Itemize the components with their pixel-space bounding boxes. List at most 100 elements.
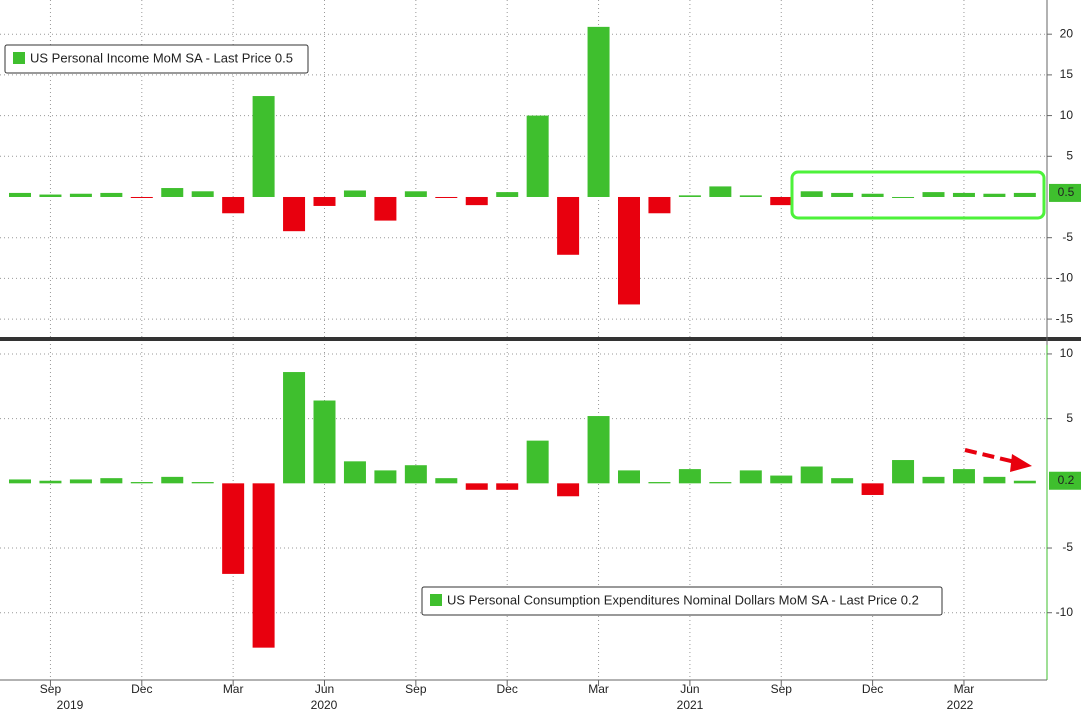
legend: US Personal Consumption Expenditures Nom… bbox=[421, 586, 943, 616]
x-tick-label: Mar bbox=[588, 682, 609, 696]
y-tick-label: -10 bbox=[1056, 271, 1074, 285]
bar bbox=[9, 192, 31, 197]
annotation-arrowhead bbox=[1010, 454, 1032, 472]
bar bbox=[861, 483, 884, 495]
bar bbox=[69, 193, 92, 197]
x-tick-label: Jun bbox=[680, 682, 699, 696]
bar bbox=[922, 192, 945, 197]
x-tick-label: Sep bbox=[40, 682, 62, 696]
bar bbox=[557, 196, 580, 255]
bar bbox=[39, 480, 62, 484]
highlight-box bbox=[790, 170, 1046, 220]
bar bbox=[222, 483, 245, 574]
bar bbox=[892, 460, 915, 484]
bar bbox=[952, 469, 975, 484]
bar bbox=[9, 479, 31, 484]
bar bbox=[922, 476, 945, 484]
legend: US Personal Income MoM SA - Last Price 0… bbox=[4, 44, 309, 74]
y-tick-label: -15 bbox=[1056, 311, 1074, 325]
last-price-label: 0.5 bbox=[1058, 185, 1075, 199]
legend-box bbox=[421, 586, 943, 616]
bar bbox=[983, 476, 1006, 484]
y-tick-label: 5 bbox=[1066, 411, 1073, 425]
y-tick-label: -10 bbox=[1056, 605, 1074, 619]
y-tick-label: 15 bbox=[1060, 67, 1074, 81]
bar bbox=[739, 470, 762, 484]
bar bbox=[69, 479, 92, 484]
bar bbox=[161, 476, 184, 484]
bar bbox=[496, 192, 519, 197]
bar bbox=[709, 482, 732, 484]
year-label: 2021 bbox=[677, 698, 704, 712]
legend-swatch bbox=[430, 594, 442, 606]
bar bbox=[678, 195, 701, 197]
x-tick-label: Mar bbox=[954, 682, 975, 696]
year-label: 2019 bbox=[57, 698, 84, 712]
bar bbox=[39, 194, 62, 197]
bar bbox=[130, 196, 153, 198]
bar bbox=[100, 192, 123, 197]
bar bbox=[465, 483, 488, 490]
bar bbox=[678, 469, 701, 484]
last-price-tag bbox=[1049, 471, 1081, 490]
year-label: 2022 bbox=[947, 698, 974, 712]
bar bbox=[130, 482, 153, 484]
last-price-tag bbox=[1049, 183, 1081, 202]
bar bbox=[587, 26, 610, 197]
bar bbox=[800, 466, 823, 484]
bar bbox=[648, 196, 671, 214]
bar bbox=[648, 482, 671, 484]
bar bbox=[526, 440, 549, 484]
bar bbox=[404, 191, 427, 197]
x-tick-label: Mar bbox=[223, 682, 244, 696]
bar bbox=[526, 115, 549, 197]
legend-swatch bbox=[13, 52, 25, 64]
bar bbox=[252, 483, 275, 648]
y-tick-label: 20 bbox=[1060, 26, 1074, 40]
bar bbox=[739, 195, 762, 197]
bar bbox=[435, 478, 458, 484]
bar bbox=[374, 196, 397, 221]
bar bbox=[465, 196, 488, 206]
bar bbox=[709, 186, 732, 197]
y-tick-label: 10 bbox=[1060, 108, 1074, 122]
bar bbox=[191, 191, 214, 197]
annotation-arrow bbox=[964, 448, 1016, 464]
bar bbox=[557, 483, 580, 497]
last-price-label: 0.2 bbox=[1058, 473, 1075, 487]
bar bbox=[831, 478, 854, 484]
y-tick-label: 10 bbox=[1060, 346, 1074, 360]
x-tick-label: Sep bbox=[405, 682, 427, 696]
bar bbox=[283, 196, 306, 232]
x-tick-label: Sep bbox=[771, 682, 793, 696]
bar bbox=[496, 483, 519, 490]
bar bbox=[952, 192, 975, 197]
x-tick-label: Jun bbox=[315, 682, 334, 696]
y-tick-label: -5 bbox=[1062, 540, 1073, 554]
bar bbox=[283, 372, 306, 484]
bar bbox=[161, 188, 184, 197]
bar bbox=[374, 470, 397, 484]
bar bbox=[587, 416, 610, 484]
bar bbox=[435, 196, 458, 198]
legend-label: US Personal Income MoM SA - Last Price 0… bbox=[30, 50, 293, 65]
year-label: 2020 bbox=[311, 698, 338, 712]
bar bbox=[618, 196, 640, 305]
bar-layer bbox=[9, 26, 1036, 648]
bar bbox=[313, 196, 336, 206]
bar bbox=[191, 482, 214, 484]
x-tick-label: Dec bbox=[131, 682, 152, 696]
bar bbox=[222, 196, 245, 214]
bar bbox=[861, 193, 884, 197]
bar bbox=[831, 192, 854, 197]
bar bbox=[343, 461, 366, 484]
bar bbox=[770, 475, 793, 484]
bar bbox=[892, 196, 915, 198]
bar bbox=[252, 96, 275, 197]
bar bbox=[100, 478, 123, 484]
bar bbox=[983, 193, 1006, 197]
bar bbox=[770, 196, 793, 206]
bar bbox=[618, 470, 640, 484]
legend-box bbox=[4, 44, 309, 74]
